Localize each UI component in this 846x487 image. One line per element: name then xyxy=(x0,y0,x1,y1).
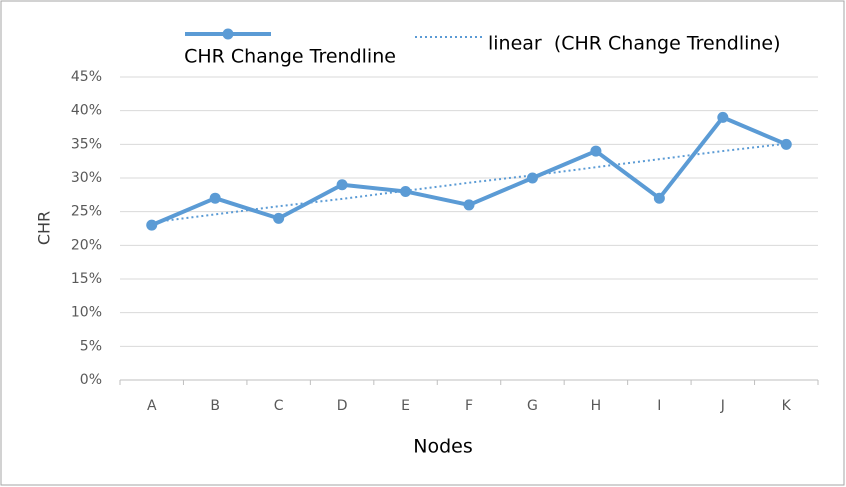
x-axis-label: Nodes xyxy=(413,436,473,458)
legend-label: linear (CHR Change Trendline) xyxy=(488,33,781,55)
data-point xyxy=(463,199,475,211)
data-point xyxy=(336,179,348,191)
data-point xyxy=(273,212,285,224)
x-tick-label: J xyxy=(720,398,725,414)
x-tick-label: D xyxy=(337,398,348,414)
x-tick-label: K xyxy=(782,398,792,414)
y-tick-label: 5% xyxy=(80,338,102,354)
data-point xyxy=(653,192,665,204)
y-tick-label: 35% xyxy=(71,136,102,152)
legend-marker xyxy=(222,28,234,40)
y-tick-label: 30% xyxy=(71,170,102,186)
trendline xyxy=(151,142,787,224)
x-tick-label: E xyxy=(401,398,410,414)
x-tick-label: F xyxy=(465,398,473,414)
legend-label: CHR Change Trendline xyxy=(184,46,396,68)
x-tick-label: B xyxy=(210,398,220,414)
y-tick-label: 25% xyxy=(71,204,102,220)
x-tick-label: A xyxy=(147,398,157,414)
x-tick-label: H xyxy=(591,398,602,414)
x-tick-label: G xyxy=(527,398,538,414)
x-tick-label: I xyxy=(657,398,661,414)
y-tick-label: 0% xyxy=(80,372,102,388)
y-tick-label: 45% xyxy=(71,69,102,85)
data-point xyxy=(526,172,538,184)
y-tick-label: 15% xyxy=(71,271,102,287)
data-point xyxy=(590,145,602,157)
data-point xyxy=(146,219,158,231)
data-point xyxy=(209,192,221,204)
y-axis-label: CHR xyxy=(35,211,54,245)
y-tick-label: 10% xyxy=(71,305,102,321)
x-tick-label: C xyxy=(274,398,284,414)
y-tick-label: 40% xyxy=(71,103,102,119)
data-point xyxy=(780,138,792,150)
data-point xyxy=(717,111,729,123)
y-tick-label: 20% xyxy=(71,237,102,253)
